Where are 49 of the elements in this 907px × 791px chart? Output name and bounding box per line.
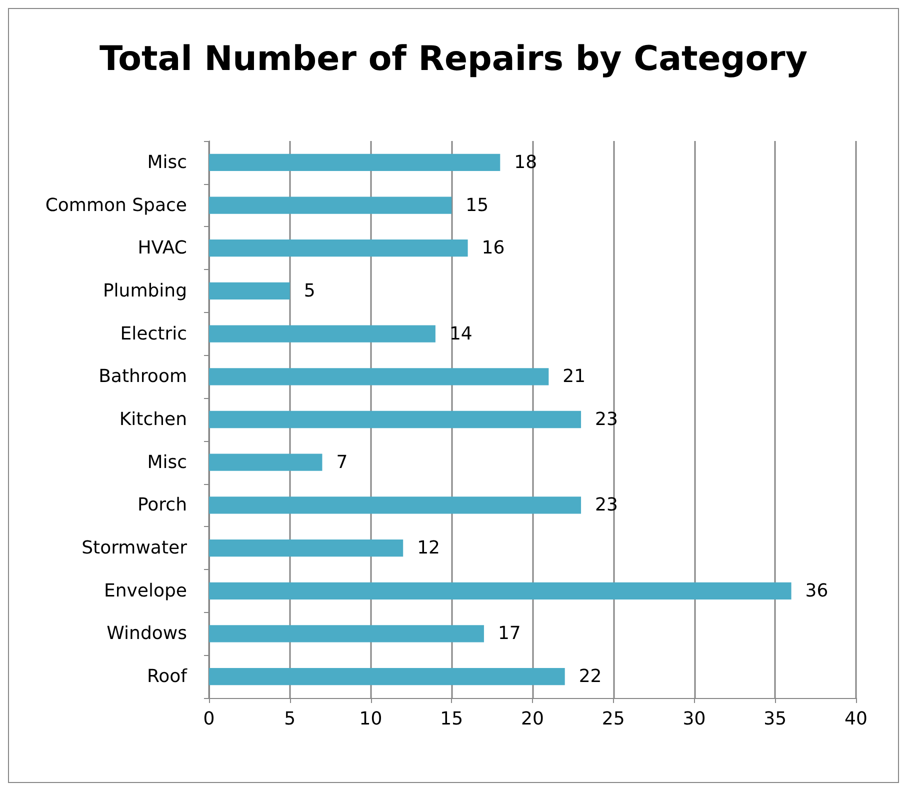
data-label: 18 <box>514 152 538 173</box>
x-tick-label: 5 <box>284 708 296 730</box>
data-label: 17 <box>498 623 521 644</box>
data-label: 12 <box>417 538 440 559</box>
x-tick-label: 10 <box>359 708 382 730</box>
y-tick-label: Misc <box>147 452 187 473</box>
bar <box>209 154 500 171</box>
data-label: 23 <box>595 409 618 430</box>
bar <box>209 325 436 342</box>
data-label: 22 <box>578 666 602 688</box>
data-label: 15 <box>466 194 489 216</box>
bar <box>209 539 404 557</box>
data-label: 21 <box>562 366 586 388</box>
y-tick-label: Envelope <box>104 580 187 602</box>
bar <box>209 454 322 471</box>
y-tick-label: Roof <box>146 666 188 688</box>
x-tick-label: 25 <box>602 708 625 730</box>
bar <box>209 496 582 514</box>
bar <box>209 282 290 300</box>
x-tick-label: 20 <box>521 708 544 730</box>
chart-title: Total Number of Repairs by Category <box>100 39 808 79</box>
bar <box>209 625 484 642</box>
x-tick-label: 40 <box>844 708 868 730</box>
y-tick-label: Misc <box>147 152 187 173</box>
y-tick-label: Kitchen <box>119 409 187 430</box>
y-tick-label: Electric <box>120 323 187 344</box>
data-label: 23 <box>595 494 618 516</box>
data-label: 5 <box>304 280 316 302</box>
y-tick-label: Bathroom <box>98 366 187 388</box>
bar <box>209 240 468 257</box>
bar <box>209 668 565 686</box>
bar <box>209 410 582 428</box>
x-tick-label: 15 <box>440 708 464 730</box>
x-tick-label: 0 <box>203 708 215 730</box>
bar <box>209 582 792 600</box>
data-label: 7 <box>336 452 348 473</box>
bar <box>209 368 549 386</box>
x-tick-label: 30 <box>682 708 706 730</box>
data-label: 14 <box>449 323 472 344</box>
data-label: 16 <box>482 238 505 259</box>
data-label: 36 <box>805 580 828 602</box>
y-tick-label: HVAC <box>138 238 187 259</box>
y-tick-label: Stormwater <box>82 538 188 559</box>
y-tick-label: Plumbing <box>102 280 187 302</box>
y-tick-label: Porch <box>137 494 187 516</box>
y-tick-label: Common Space <box>45 194 187 216</box>
y-tick-label: Windows <box>106 623 187 644</box>
x-tick-label: 35 <box>764 708 787 730</box>
bar <box>209 196 452 214</box>
